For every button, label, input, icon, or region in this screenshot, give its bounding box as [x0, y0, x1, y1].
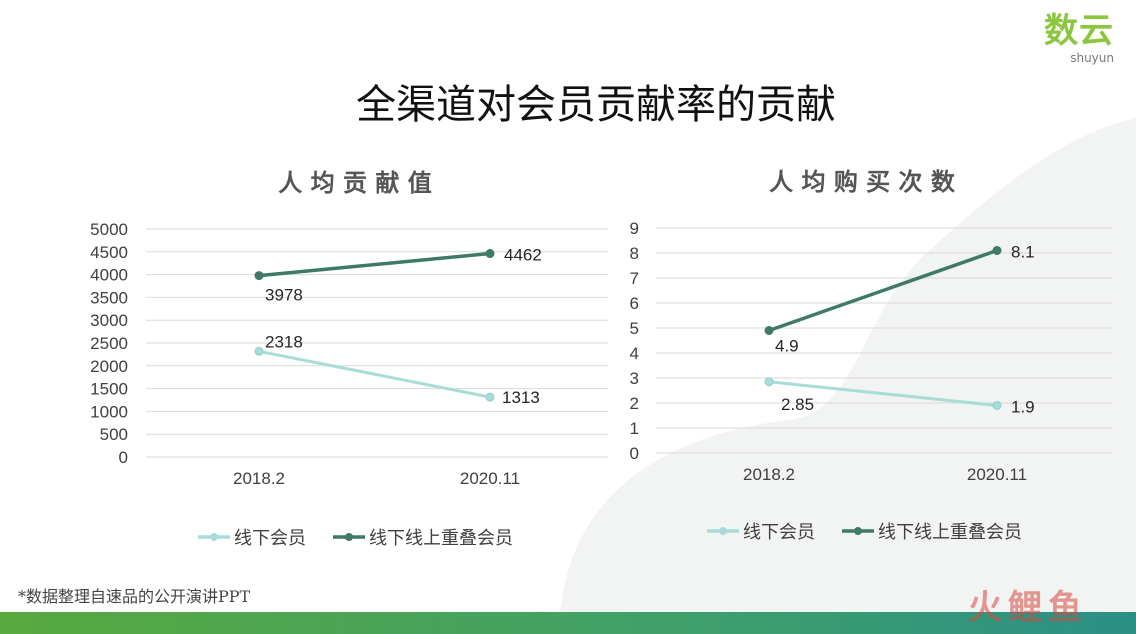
legend-marker	[345, 533, 353, 541]
source-footnote: *数据整理自速品的公开演讲PPT	[18, 587, 251, 606]
y-tick-label: 9	[630, 219, 639, 238]
y-tick-label: 6	[630, 294, 639, 313]
data-label: 2.85	[781, 395, 814, 414]
y-tick-label: 0	[119, 448, 128, 467]
y-tick-label: 3500	[90, 288, 128, 307]
x-tick-label: 2020.11	[967, 465, 1027, 484]
logo-wordmark: 数云	[1044, 11, 1114, 51]
y-tick-label: 4500	[90, 243, 128, 262]
data-label: 4.9	[775, 337, 799, 356]
legend-marker	[854, 527, 862, 535]
x-tick-label: 2020.11	[460, 469, 520, 488]
logo-subtext: shuyun	[1070, 51, 1114, 65]
watermark-logo: 火鲤鱼	[968, 588, 1088, 628]
page-title: 全渠道对会员贡献率的贡献	[356, 82, 836, 128]
series-line	[767, 248, 999, 333]
y-tick-label: 0	[630, 444, 639, 463]
y-tick-label: 8	[630, 244, 639, 263]
data-point	[485, 392, 495, 402]
y-tick-label: 2	[630, 394, 639, 413]
legend-marker	[210, 533, 218, 541]
data-point	[764, 377, 774, 387]
y-tick-label: 1000	[90, 402, 128, 421]
y-tick-label: 1500	[90, 380, 128, 399]
y-tick-label: 2500	[90, 334, 128, 353]
y-tick-label: 7	[630, 269, 639, 288]
legend-label: 线下会员	[234, 528, 306, 549]
y-tick-label: 5000	[90, 220, 128, 239]
y-tick-label: 5	[630, 319, 639, 338]
data-label: 8.1	[1011, 243, 1035, 262]
legend-label: 线下线上重叠会员	[369, 528, 513, 549]
chart-title: 人 均 贡 献 值	[278, 168, 431, 197]
y-tick-label: 4	[630, 344, 639, 363]
data-label: 2318	[265, 332, 303, 351]
y-tick-label: 500	[100, 425, 128, 444]
data-point	[254, 271, 264, 281]
y-tick-label: 3	[630, 369, 639, 388]
data-point	[254, 346, 264, 356]
y-tick-label: 4000	[90, 266, 128, 285]
series-line	[257, 251, 492, 278]
x-tick-label: 2018.2	[743, 465, 795, 484]
x-tick-label: 2018.2	[233, 469, 285, 488]
legend-marker	[719, 527, 727, 535]
data-point	[992, 401, 1002, 410]
data-point	[764, 326, 774, 335]
data-label: 1.9	[1011, 398, 1035, 417]
y-tick-label: 2000	[90, 357, 128, 376]
data-label: 4462	[504, 246, 542, 265]
legend-label: 线下会员	[743, 522, 815, 543]
legend-label: 线下线上重叠会员	[878, 522, 1022, 543]
chart-title: 人 均 购 买 次 数	[769, 167, 956, 196]
y-tick-label: 3000	[90, 311, 128, 330]
data-point	[992, 246, 1002, 255]
data-label: 1313	[502, 388, 540, 407]
y-tick-label: 1	[630, 419, 639, 438]
series-line	[767, 380, 999, 407]
bottom-gradient-bar	[0, 612, 1136, 634]
brand-logo: 数云 shuyun	[1044, 12, 1114, 64]
data-point	[485, 249, 495, 259]
data-label: 3978	[265, 286, 303, 305]
series-line	[257, 349, 492, 399]
